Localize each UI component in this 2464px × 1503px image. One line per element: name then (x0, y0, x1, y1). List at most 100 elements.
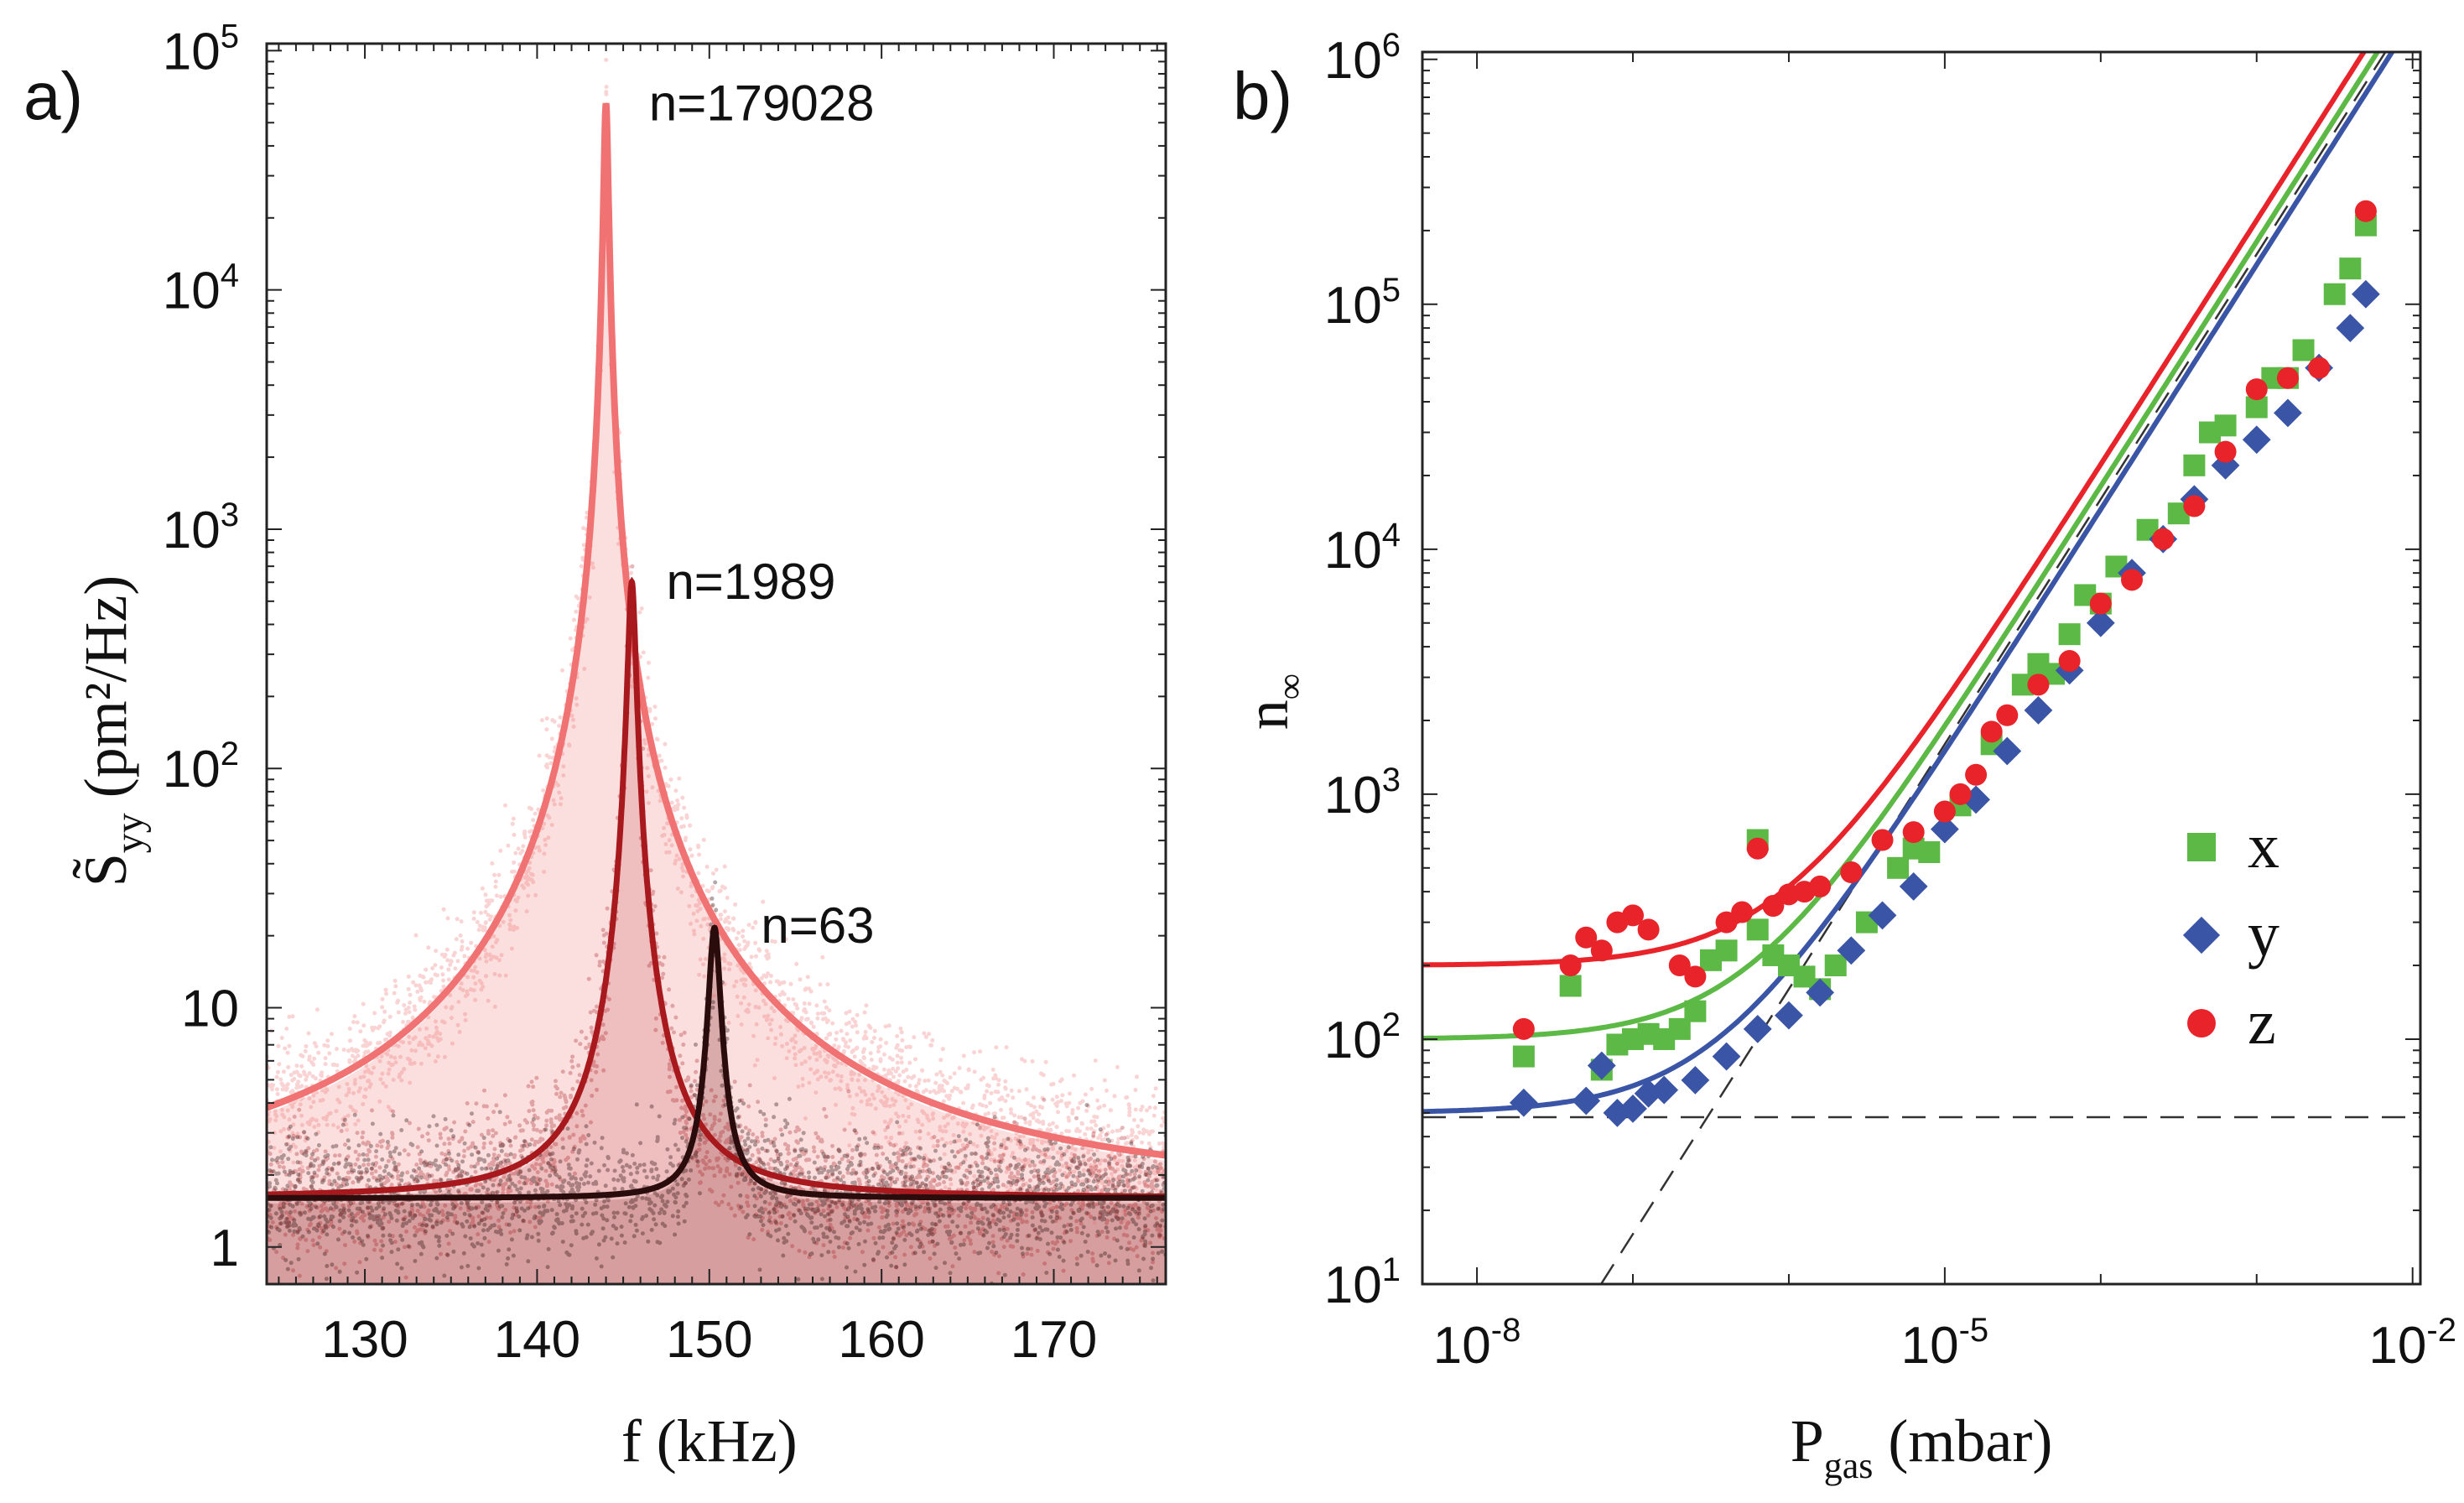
noise-point (1054, 1104, 1059, 1109)
noise-point (964, 1143, 969, 1148)
noise-point (815, 1069, 820, 1074)
noise-point (282, 1126, 286, 1131)
noise-point (962, 1124, 967, 1129)
noise-point (343, 1243, 347, 1247)
noise-point (539, 718, 544, 723)
noise-point (811, 1048, 816, 1053)
noise-point (377, 1058, 382, 1064)
noise-point (893, 1099, 898, 1104)
noise-point (1031, 1137, 1036, 1142)
noise-point (1008, 1163, 1013, 1168)
noise-point (1117, 1152, 1122, 1157)
noise-point (815, 1016, 820, 1021)
noise-point (449, 1016, 454, 1021)
noise-point (391, 1078, 396, 1082)
noise-point (325, 1038, 330, 1043)
noise-point (1112, 1094, 1117, 1099)
noise-point (793, 1168, 798, 1173)
noise-point (1068, 1171, 1073, 1176)
noise-point (406, 1019, 411, 1024)
noise-point (309, 1221, 313, 1226)
noise-point (307, 1096, 312, 1101)
noise-point (881, 1245, 886, 1250)
noise-point (304, 1044, 309, 1048)
noise-point (665, 821, 670, 826)
noise-point (894, 1204, 899, 1209)
noise-point (787, 1210, 792, 1215)
noise-point (399, 1078, 404, 1083)
noise-point (767, 1210, 772, 1215)
noise-point (527, 805, 532, 810)
noise-point (605, 1204, 610, 1209)
noise-point (871, 1096, 876, 1101)
noise-point (856, 1177, 861, 1182)
noise-point (292, 1115, 297, 1119)
noise-point (541, 1159, 546, 1164)
noise-point (455, 917, 460, 922)
noise-point (526, 876, 531, 881)
noise-point (502, 1093, 507, 1098)
noise-point (290, 1105, 295, 1110)
noise-point (720, 1199, 725, 1204)
noise-point (522, 875, 528, 880)
noise-point (861, 1089, 866, 1094)
noise-point (1076, 1178, 1080, 1183)
noise-point (278, 1129, 283, 1134)
noise-point (606, 996, 611, 1001)
noise-point (361, 1023, 366, 1028)
noise-point (925, 1116, 930, 1121)
noise-point (715, 1164, 720, 1168)
noise-point (507, 913, 512, 918)
noise-point (712, 1132, 717, 1137)
noise-point (996, 1082, 1001, 1087)
noise-point (300, 1168, 305, 1173)
noise-point (1133, 1088, 1138, 1092)
noise-point (313, 1076, 318, 1081)
noise-point (533, 1188, 538, 1193)
noise-point (822, 1011, 827, 1016)
noise-point (434, 1234, 439, 1239)
noise-point (1137, 1180, 1142, 1185)
noise-point (726, 1202, 731, 1207)
noise-point (928, 1256, 933, 1261)
noise-point (334, 1266, 339, 1271)
noise-point (411, 980, 416, 985)
noise-point (391, 1109, 396, 1114)
noise-point (841, 1038, 846, 1043)
noise-point (285, 1050, 290, 1055)
noise-point (766, 1036, 771, 1041)
noise-point (439, 1151, 444, 1156)
noise-point (413, 933, 418, 938)
noise-point (698, 1169, 703, 1174)
noise-point (533, 1113, 537, 1118)
noise-point (562, 1093, 567, 1098)
noise-point (1026, 1101, 1031, 1105)
noise-point (294, 1152, 299, 1157)
noise-point (1008, 1107, 1013, 1112)
noise-point (1148, 1129, 1153, 1134)
noise-point (886, 1068, 892, 1073)
noise-point (935, 1183, 939, 1188)
noise-point (283, 1046, 288, 1051)
noise-point (336, 1084, 341, 1090)
noise-point (793, 1040, 798, 1045)
noise-point (536, 1231, 541, 1236)
noise-point (1145, 1184, 1150, 1188)
noise-point (898, 1026, 903, 1031)
noise-point (367, 1084, 372, 1090)
noise-point (475, 919, 480, 924)
noise-point (465, 946, 470, 951)
noise-point (992, 1136, 997, 1141)
noise-point (1004, 1169, 1009, 1174)
noise-point (769, 1027, 774, 1032)
noise-point (1021, 1219, 1026, 1224)
noise-point (481, 1136, 486, 1141)
noise-point (754, 1022, 759, 1027)
noise-point (972, 1250, 977, 1255)
noise-point (689, 921, 694, 926)
noise-point (473, 1183, 478, 1188)
noise-point (1084, 1108, 1089, 1113)
noise-point (736, 1180, 741, 1185)
noise-point (828, 1204, 833, 1209)
noise-point (675, 1214, 680, 1220)
